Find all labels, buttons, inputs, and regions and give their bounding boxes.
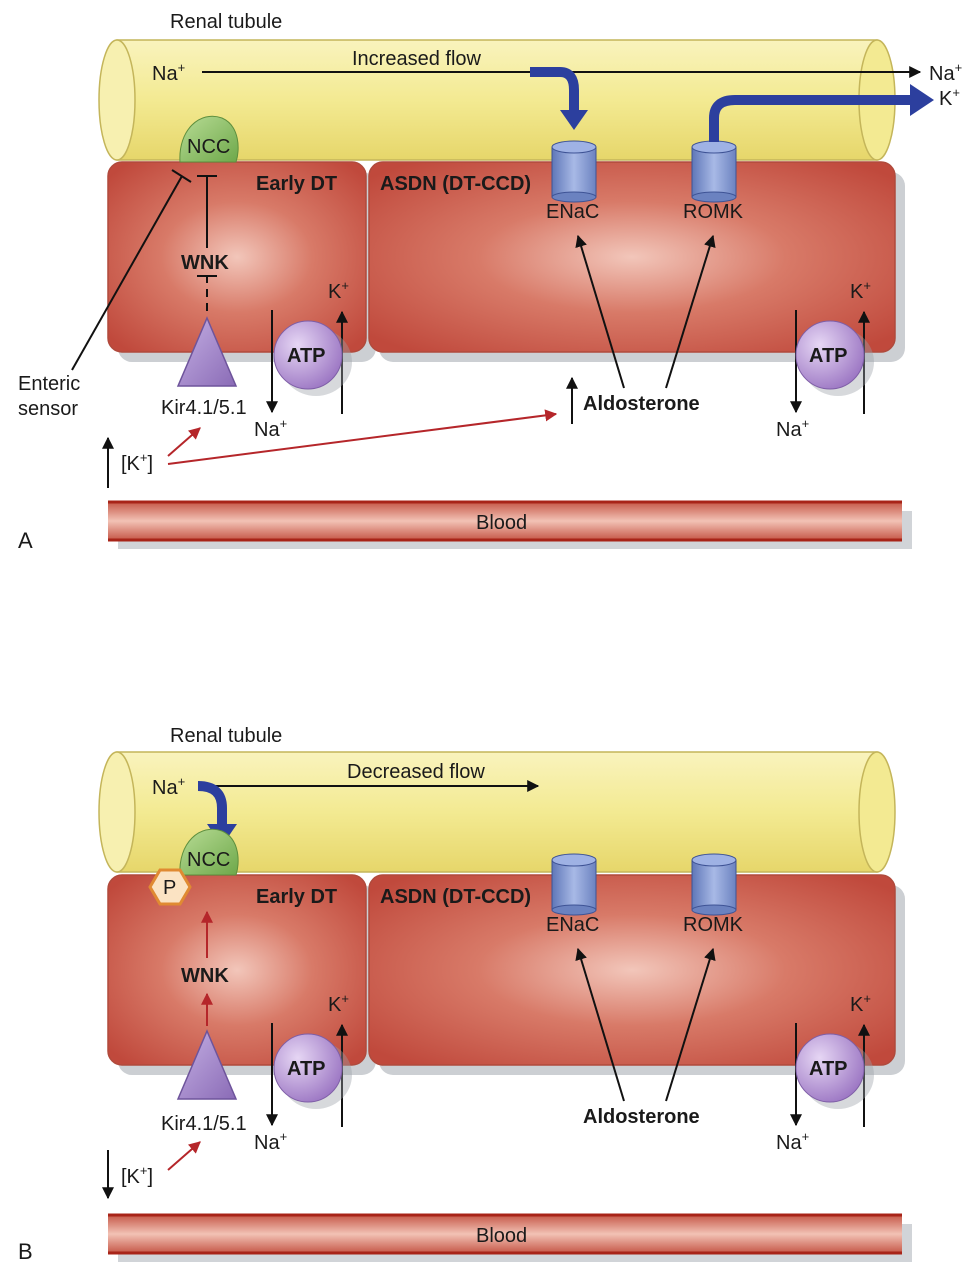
- blood-label: Blood: [476, 1225, 527, 1247]
- blood-label: Blood: [476, 512, 527, 534]
- renal-tubule-label: Renal tubule: [170, 725, 282, 747]
- k-to-aldosterone-arrow: [167, 409, 558, 465]
- ncc-transporter: [179, 115, 239, 163]
- romk-label: ROMK: [683, 201, 744, 223]
- panel-a: Renal tubule Na+ Increased flow Na+ K+ E…: [18, 11, 962, 553]
- kir-channel: [176, 1029, 238, 1100]
- atp-pump-left: [273, 1033, 343, 1103]
- k-label-left: K+: [328, 991, 349, 1016]
- k-concentration-label: [K+]: [121, 1163, 153, 1188]
- romk-label: ROMK: [683, 914, 744, 936]
- aldosterone-label: Aldosterone: [583, 1106, 700, 1128]
- aldosterone-to-enac-arrow: [575, 947, 625, 1102]
- atp-label-right: ATP: [809, 1058, 848, 1080]
- enac-label: ENaC: [546, 201, 599, 223]
- asdn-cell: [368, 874, 896, 1066]
- na-label-right: Na+: [776, 416, 809, 441]
- na-into-enac-arrowhead: [560, 110, 588, 130]
- na-out-label: Na+: [929, 60, 962, 85]
- enac-channel: [551, 853, 597, 916]
- kir-label: Kir4.1/5.1: [161, 397, 247, 419]
- renal-tubule-label: Renal tubule: [170, 11, 282, 33]
- na-ion-label: Na+: [152, 60, 185, 85]
- early-dt-label: Early DT: [256, 173, 337, 195]
- enteric-sensor-line: [71, 175, 183, 371]
- na-label-left: Na+: [254, 1129, 287, 1154]
- early-dt-label: Early DT: [256, 886, 337, 908]
- asdn-label: ASDN (DT-CCD): [380, 173, 531, 195]
- romk-channel: [691, 140, 737, 203]
- renal-tubule: [98, 751, 896, 873]
- kir-channel: [176, 316, 238, 387]
- asdn-label: ASDN (DT-CCD): [380, 886, 531, 908]
- na-into-enac-arrow: [530, 67, 579, 112]
- k-out-label: K+: [939, 85, 960, 110]
- aldosterone-to-romk-arrow: [665, 947, 716, 1102]
- phosphate-label: P: [163, 877, 176, 899]
- atp-label-right: ATP: [809, 345, 848, 367]
- wnk-label: WNK: [181, 252, 229, 274]
- flow-label: Decreased flow: [347, 761, 485, 783]
- aldosterone-to-enac-arrow: [575, 234, 625, 389]
- enac-label: ENaC: [546, 914, 599, 936]
- enteric-label-2: sensor: [18, 398, 78, 420]
- aldosterone-to-romk-arrow: [665, 234, 716, 389]
- k-label-right: K+: [850, 278, 871, 303]
- blood-vessel: [108, 502, 902, 540]
- flow-label: Increased flow: [352, 48, 482, 70]
- panel-b: Renal tubule Na+ Decreased flow Early DT…: [18, 725, 912, 1264]
- k-to-kir-arrow: [167, 1141, 201, 1171]
- k-label-right: K+: [850, 991, 871, 1016]
- early-dt-cell: [107, 874, 367, 1066]
- phosphate-group: [148, 868, 192, 906]
- k-label-left: K+: [328, 278, 349, 303]
- blood-vessel: [108, 1215, 902, 1253]
- panel-letter-a: A: [18, 528, 33, 553]
- wnk-label: WNK: [181, 965, 229, 987]
- enac-channel: [551, 140, 597, 203]
- early-dt-cell: [107, 161, 367, 353]
- k-out-romk-arrow: [709, 95, 912, 142]
- atp-label-left: ATP: [287, 1058, 326, 1080]
- panel-letter-b: B: [18, 1239, 33, 1264]
- atp-pump-left: [273, 320, 343, 390]
- aldosterone-label: Aldosterone: [583, 393, 700, 415]
- ncc-transporter: [179, 828, 239, 876]
- na-label-right: Na+: [776, 1129, 809, 1154]
- na-label-left: Na+: [254, 416, 287, 441]
- atp-pump-right: [795, 320, 865, 390]
- ncc-label: NCC: [187, 849, 230, 871]
- enteric-label-1: Enteric: [18, 373, 80, 395]
- k-out-romk-arrowhead: [910, 84, 934, 116]
- ncc-label: NCC: [187, 136, 230, 158]
- atp-pump-right: [795, 1033, 865, 1103]
- na-into-ncc-arrow: [197, 781, 227, 826]
- k-concentration-label: [K+]: [121, 450, 153, 475]
- asdn-cell: [368, 161, 896, 353]
- atp-label-left: ATP: [287, 345, 326, 367]
- kir-label: Kir4.1/5.1: [161, 1113, 247, 1135]
- na-ion-label: Na+: [152, 774, 185, 799]
- romk-channel: [691, 853, 737, 916]
- k-to-kir-arrow: [167, 427, 201, 457]
